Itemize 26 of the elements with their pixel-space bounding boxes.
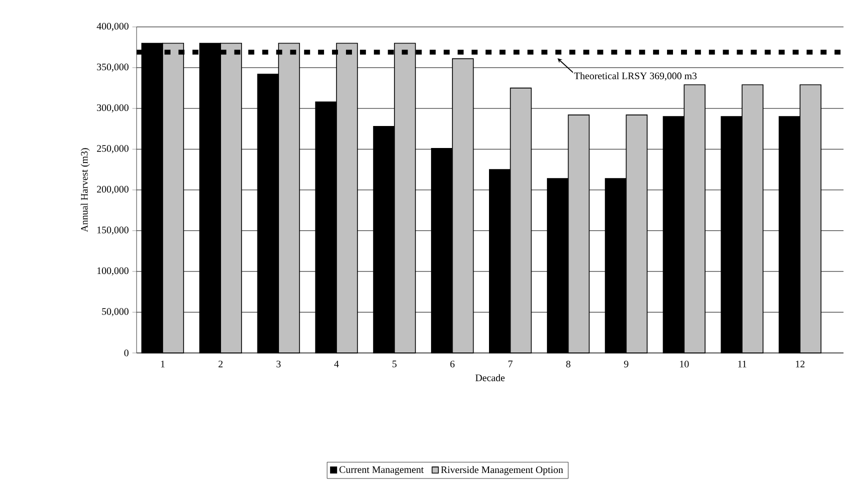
y-tick-label: 100,000 <box>97 268 128 276</box>
x-axis-title: Decade <box>475 374 505 382</box>
x-tick-label: 4 <box>334 360 339 368</box>
legend-label: Riverside Management Option <box>441 466 564 476</box>
x-tick-label: 9 <box>624 360 628 368</box>
x-tick-label: 6 <box>450 360 455 368</box>
x-tick-label: 2 <box>218 360 223 368</box>
x-tick-label: 8 <box>566 360 570 368</box>
y-tick-label: 50,000 <box>102 308 128 316</box>
y-tick-label: 350,000 <box>97 64 128 72</box>
y-axis-title: Annual Harvest (m3) <box>80 148 90 232</box>
x-tick-label: 10 <box>680 360 689 368</box>
y-tick-label: 0 <box>124 350 128 357</box>
y-tick-label: 200,000 <box>97 186 128 194</box>
x-tick-label: 11 <box>738 360 746 368</box>
y-tick-label: 250,000 <box>97 145 128 154</box>
legend-label: Current Management <box>339 466 424 476</box>
x-tick-label: 1 <box>161 360 165 368</box>
x-tick-label: 3 <box>276 360 281 368</box>
y-tick-label: 400,000 <box>96 23 128 32</box>
ref-line-label: Theoretical LRSY 369,000 m3 <box>574 72 697 81</box>
y-tick-label: 300,000 <box>97 104 128 113</box>
y-tick-label: 150,000 <box>97 226 128 235</box>
x-tick-label: 12 <box>796 360 804 368</box>
x-tick-label: 5 <box>392 360 397 368</box>
x-tick-label: 7 <box>508 360 513 368</box>
